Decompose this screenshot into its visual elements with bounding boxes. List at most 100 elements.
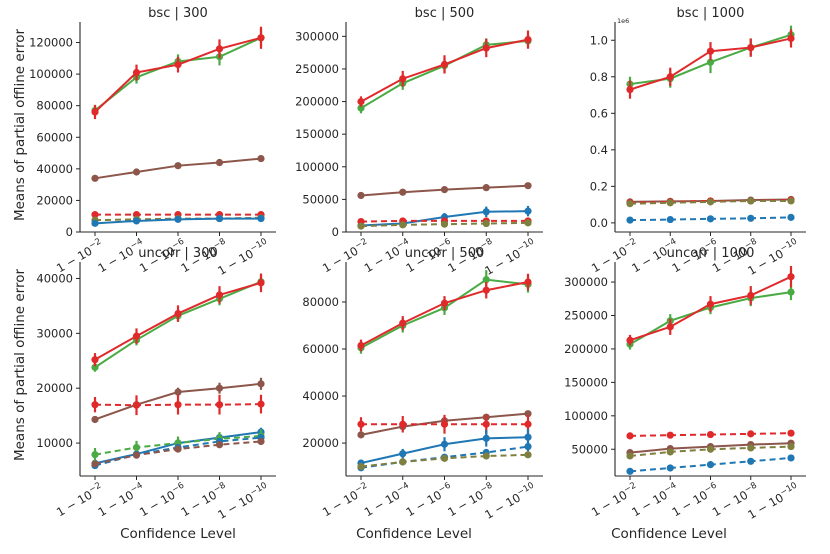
y-tick-label: 60000: [302, 342, 339, 356]
data-point: [91, 356, 99, 364]
series-red-solid: [626, 29, 795, 99]
x-tick-label: 1 − 10−2: [53, 481, 105, 520]
x-tick-base: 1 − 10: [745, 490, 786, 522]
sci-offset-label: 1e6: [617, 17, 629, 25]
data-point: [215, 441, 224, 449]
data-point: [357, 222, 365, 230]
data-point: [91, 460, 99, 468]
data-point: [747, 430, 755, 438]
data-point: [357, 420, 365, 428]
panel-title: bsc | 500: [415, 6, 475, 21]
y-tick-label: 100000: [29, 67, 73, 81]
data-point: [626, 200, 634, 208]
y-tick-label: 60000: [36, 130, 73, 144]
data-point: [215, 384, 224, 392]
series-red-solid: [357, 273, 532, 352]
data-point: [132, 451, 141, 459]
panel-title: bsc | 300: [148, 6, 208, 21]
x-tick-base: 1 − 10: [362, 488, 403, 520]
data-point: [706, 58, 715, 66]
data-point: [440, 186, 449, 194]
series-olive-dashed: [626, 442, 795, 460]
series-blue-solid: [91, 214, 265, 227]
series-red-dashed: [91, 394, 265, 416]
data-point: [399, 188, 407, 196]
y-tick-label: 200000: [295, 95, 339, 109]
x-tick-exponent: −10: [248, 237, 269, 255]
data-point: [706, 461, 715, 469]
x-tick-exponent: −10: [778, 237, 799, 255]
x-tick-exponent: −10: [515, 237, 536, 255]
x-tick-base: 1 − 10: [95, 488, 136, 520]
data-point: [91, 211, 99, 219]
series-line: [94, 36, 262, 112]
data-point: [706, 215, 715, 223]
x-tick-base: 1 − 10: [589, 488, 630, 520]
series-brown-solid: [91, 154, 265, 182]
x-tick-base: 1 − 10: [320, 244, 361, 276]
data-point: [132, 68, 141, 77]
data-point: [257, 380, 265, 388]
x-tick-base: 1 − 10: [362, 244, 403, 276]
data-point: [357, 191, 365, 200]
data-point: [215, 401, 224, 409]
x-tick-base: 1 − 10: [95, 244, 136, 276]
y-tick-label: 100000: [564, 409, 608, 423]
panel-1: bsc | 300 0 20000 40000 60000 80000 100000 1200…: [29, 6, 276, 278]
y-tick-label: 100000: [295, 160, 339, 174]
y-tick-label: 40000: [36, 271, 73, 285]
x-tick-base: 1 − 10: [54, 488, 95, 520]
data-point: [787, 273, 795, 281]
y-tick-label: 20000: [36, 193, 73, 207]
x-tick-base: 1 − 10: [403, 488, 444, 520]
data-point: [174, 445, 182, 453]
data-point: [787, 429, 795, 437]
y-tick-label: 0.6: [590, 106, 608, 120]
y-tick-label: 80000: [302, 295, 339, 309]
y-tick-label: 40000: [302, 389, 339, 403]
data-point: [524, 278, 532, 286]
data-point: [626, 432, 634, 440]
data-point: [666, 73, 674, 81]
data-point: [174, 401, 182, 409]
series-red-solid: [626, 266, 795, 346]
y-tick-label: 0: [332, 225, 339, 239]
x-axis-label-left: Confidence Level: [120, 526, 236, 542]
series-line: [360, 39, 529, 109]
data-point: [91, 363, 99, 371]
y-tick-label: 250000: [295, 62, 339, 76]
data-point: [666, 464, 674, 472]
data-point: [747, 457, 755, 465]
x-tick-label: 1 − 10−4: [361, 481, 413, 520]
data-point: [626, 467, 634, 475]
data-point: [399, 75, 407, 83]
data-point: [440, 299, 449, 307]
data-point: [399, 458, 407, 466]
y-tick-label: 10000: [36, 436, 73, 450]
data-point: [666, 431, 674, 439]
y-tick-label: 20000: [36, 381, 73, 395]
data-point: [440, 220, 449, 228]
data-point: [91, 174, 99, 182]
data-point: [257, 437, 265, 446]
data-point: [706, 300, 715, 308]
x-tick-label: 1 − 10−6: [403, 481, 455, 520]
data-point: [91, 415, 99, 424]
data-point: [787, 213, 795, 221]
x-tick-label: 1 − 10−6: [136, 481, 188, 520]
series-blue-solid: [357, 428, 532, 467]
data-point: [666, 215, 674, 224]
panel-title: uncorr | 300: [138, 246, 218, 261]
data-point: [524, 443, 532, 451]
data-point: [524, 420, 532, 428]
data-point: [787, 442, 795, 451]
y-tick-label: 0.0: [590, 216, 608, 230]
x-tick-base: 1 − 10: [482, 246, 523, 278]
data-point: [215, 45, 224, 53]
data-point: [91, 451, 99, 459]
data-point: [399, 450, 407, 458]
data-point: [132, 443, 141, 452]
series-blue-dashed: [626, 213, 795, 224]
x-tick-base: 1 − 10: [629, 244, 670, 276]
data-point: [747, 43, 755, 52]
